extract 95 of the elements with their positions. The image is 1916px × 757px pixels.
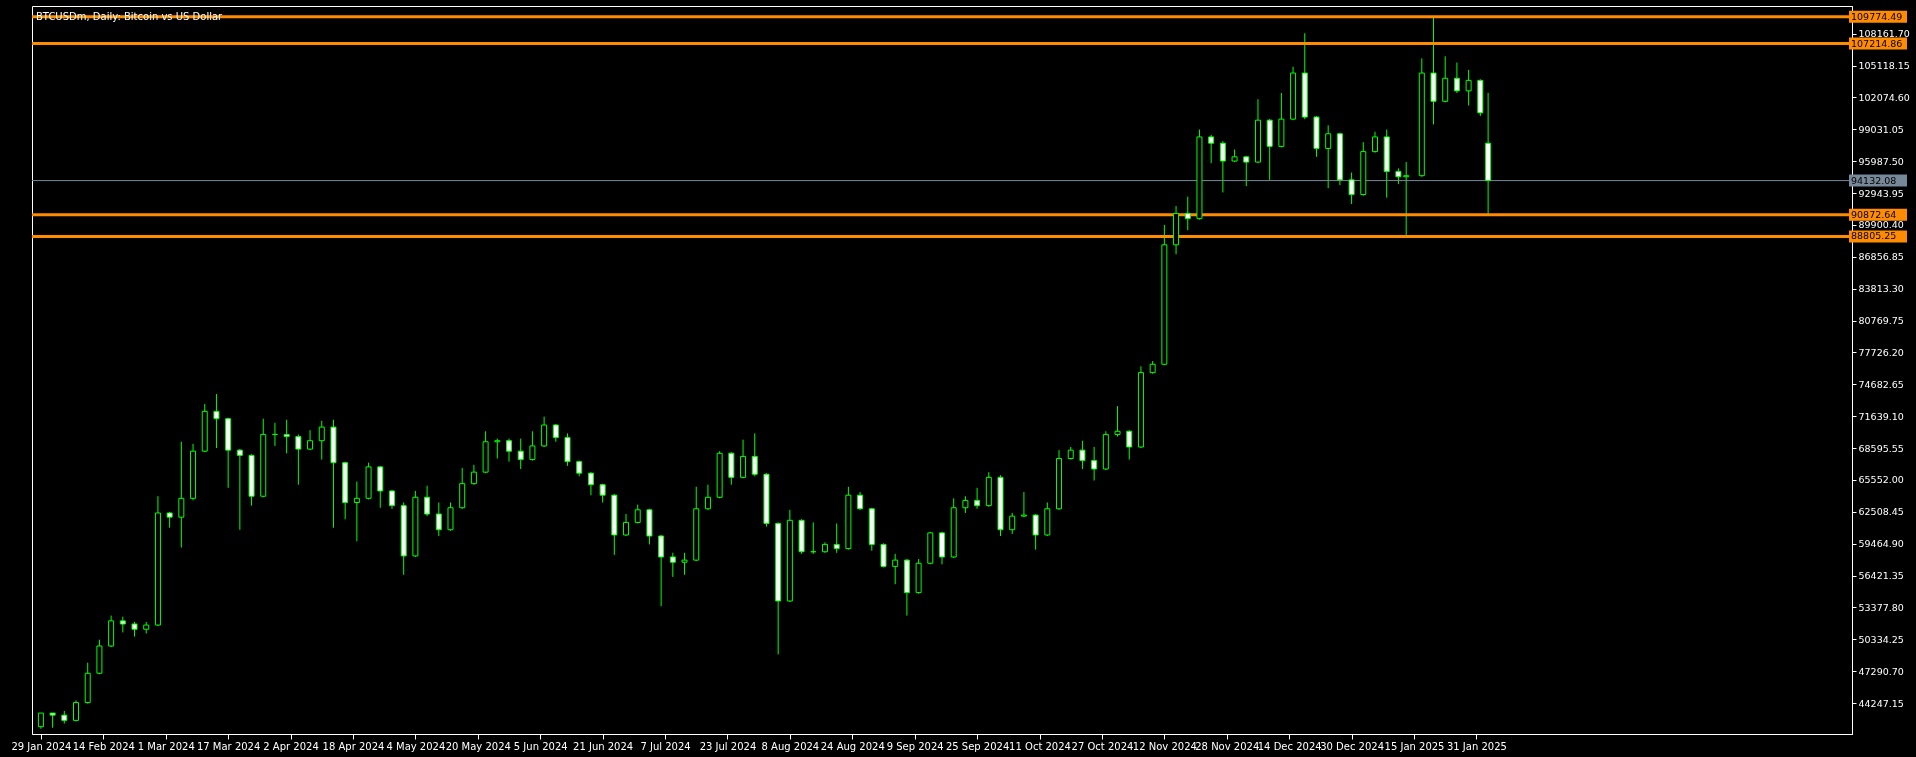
candlestick xyxy=(435,502,442,537)
ref-line-label: 90872.64 xyxy=(1851,208,1897,220)
x-tick-label: 15 Jan 2025 xyxy=(1384,740,1445,752)
candlestick xyxy=(892,553,899,585)
x-tick-label: 14 Feb 2024 xyxy=(72,740,135,752)
candlestick xyxy=(447,502,454,532)
candlestick xyxy=(1372,131,1378,154)
candlestick xyxy=(1219,140,1226,193)
candlestick xyxy=(213,393,220,449)
candlestick xyxy=(1453,62,1460,94)
x-tick-label: 9 Sep 2024 xyxy=(886,740,944,752)
x-tick-label: 11 Oct 2024 xyxy=(1009,740,1071,752)
y-tick-label: 102074.60 xyxy=(1858,91,1910,103)
candlestick xyxy=(1184,196,1191,231)
candlestick xyxy=(517,438,524,470)
candlestick xyxy=(1325,124,1332,189)
candlestick xyxy=(1348,172,1355,205)
candlestick xyxy=(833,522,840,554)
candlestick xyxy=(1009,512,1016,535)
ref-line-label: 88805.25 xyxy=(1851,230,1897,242)
y-tick-label: 71639.10 xyxy=(1858,410,1904,422)
y-tick-label: 47290.70 xyxy=(1858,665,1904,677)
x-tick-label: 24 Aug 2024 xyxy=(820,740,885,752)
y-tick-label: 59464.90 xyxy=(1858,538,1904,550)
y-tick-label: 50334.25 xyxy=(1858,633,1904,645)
candlestick xyxy=(1020,491,1027,518)
y-tick-label: 65552.00 xyxy=(1858,474,1904,486)
candlestick xyxy=(1079,440,1086,470)
candlestick xyxy=(669,552,676,578)
candlestick xyxy=(318,420,325,461)
ref-line-label: 94132.08 xyxy=(1851,174,1897,186)
x-tick-label: 23 Jul 2024 xyxy=(699,740,757,752)
y-tick-label: 99031.05 xyxy=(1858,123,1904,135)
x-tick-label: 5 Jun 2024 xyxy=(513,740,568,752)
candlestick xyxy=(658,534,665,607)
candlestick xyxy=(1465,69,1472,107)
x-tick-label: 21 Jun 2024 xyxy=(573,740,634,752)
y-tick-label: 89900.40 xyxy=(1858,219,1904,231)
candlestick xyxy=(236,448,243,531)
candlestick xyxy=(1208,134,1215,164)
y-tick-label: 77726.20 xyxy=(1858,346,1904,358)
y-tick-label: 74682.65 xyxy=(1858,378,1904,390)
x-tick-label: 2 Apr 2024 xyxy=(263,740,319,752)
candlestick xyxy=(283,419,290,454)
candlestick xyxy=(681,552,688,576)
x-tick-label: 20 May 2024 xyxy=(445,740,511,752)
x-tick-label: 31 Jan 2025 xyxy=(1446,740,1507,752)
x-tick-label: 12 Nov 2024 xyxy=(1132,740,1197,752)
x-tick-label: 17 Mar 2024 xyxy=(196,740,261,752)
x-tick-label: 28 Nov 2024 xyxy=(1195,740,1260,752)
y-tick-label: 86856.85 xyxy=(1858,251,1904,263)
candlestick xyxy=(295,433,302,486)
y-tick-label: 44247.15 xyxy=(1858,697,1904,709)
candlestick xyxy=(704,484,711,511)
candlestick xyxy=(587,471,594,496)
candlestick xyxy=(974,487,981,510)
y-tick-label: 108161.70 xyxy=(1858,28,1910,40)
candlestick xyxy=(353,481,360,542)
x-tick-label: 4 May 2024 xyxy=(386,740,446,752)
x-tick-label: 8 Aug 2024 xyxy=(761,740,820,752)
y-tick-label: 62508.45 xyxy=(1858,506,1904,518)
candlestick xyxy=(529,430,536,462)
candlestick xyxy=(178,441,185,549)
candlestick xyxy=(1032,513,1039,551)
ref-line-label: 107214.86 xyxy=(1851,37,1903,49)
y-tick-label: 92943.95 xyxy=(1858,187,1904,199)
candlestick xyxy=(751,432,758,477)
y-tick-label: 105118.15 xyxy=(1858,60,1910,72)
y-tick-label: 56421.35 xyxy=(1858,570,1904,582)
y-tick-label: 80769.75 xyxy=(1858,315,1904,327)
candlestick xyxy=(424,485,431,517)
x-tick-label: 30 Dec 2024 xyxy=(1320,740,1385,752)
candlestick xyxy=(1114,405,1121,438)
x-tick-label: 18 Apr 2024 xyxy=(322,740,385,752)
ref-line-label: 109774.49 xyxy=(1851,10,1903,22)
x-tick-label: 1 Mar 2024 xyxy=(137,740,195,752)
y-tick-label: 68595.55 xyxy=(1858,442,1904,454)
y-tick-label: 83813.30 xyxy=(1858,283,1904,295)
candlestick xyxy=(1442,55,1449,103)
candlestick xyxy=(1126,429,1133,461)
y-tick-label: 95987.50 xyxy=(1858,155,1904,167)
candlestick xyxy=(880,542,887,568)
candlestick xyxy=(1243,155,1250,187)
candlestick xyxy=(740,439,747,479)
candlestick xyxy=(494,438,501,460)
x-tick-label: 25 Sep 2024 xyxy=(945,740,1010,752)
x-tick-label: 7 Jul 2024 xyxy=(640,740,691,752)
candlestick xyxy=(1091,446,1098,482)
candlestick xyxy=(470,464,477,486)
x-tick-label: 27 Oct 2024 xyxy=(1071,740,1134,752)
x-tick-label: 29 Jan 2024 xyxy=(11,740,72,752)
candlestick xyxy=(506,438,512,463)
y-tick-label: 53377.80 xyxy=(1858,601,1904,613)
candlestick xyxy=(541,416,548,448)
chart-title: BTCUSDm, Daily: Bitcoin vs US Dollar xyxy=(36,11,224,22)
